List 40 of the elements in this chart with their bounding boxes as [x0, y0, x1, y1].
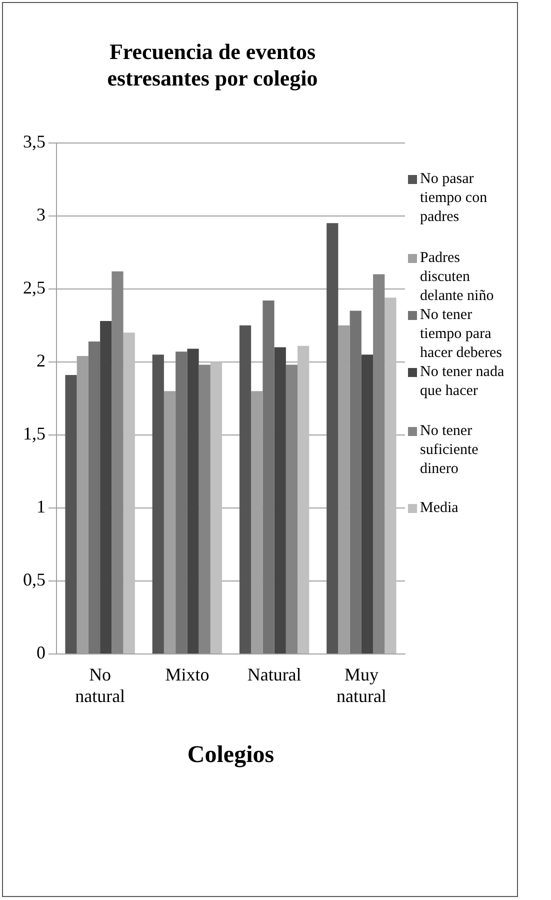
- bar: [187, 348, 199, 654]
- bar: [176, 352, 188, 654]
- bar: [350, 310, 362, 654]
- bar: [100, 320, 112, 654]
- bar: [298, 346, 310, 654]
- x-axis-title: Colegios: [187, 742, 274, 768]
- legend-label: No pasar tiempo con padres: [420, 170, 488, 227]
- y-tick-label: 0: [36, 642, 46, 663]
- legend-label: Padres discuten delante niño: [420, 249, 495, 306]
- y-tick-label: 2: [36, 350, 46, 371]
- legend-label: Media: [420, 499, 460, 518]
- x-tick-label: No natural: [75, 664, 126, 706]
- bar: [286, 364, 298, 654]
- chart-title: Frecuencia de eventos estresantes por colegio: [107, 38, 318, 90]
- bar: [210, 362, 222, 654]
- legend-label: No tener nada que hacer: [420, 363, 506, 401]
- y-tick-label: 2,5: [23, 278, 46, 298]
- legend-label: No tener suficiente dinero: [420, 422, 480, 479]
- legend-label: No tener tiempo para hacer deberes: [420, 306, 504, 363]
- bar: [88, 341, 100, 654]
- y-tick-label: 3,5: [23, 132, 46, 152]
- bar: [262, 300, 274, 654]
- bar: [361, 354, 374, 654]
- bar: [274, 347, 286, 654]
- y-tick-label: 1,5: [23, 424, 46, 444]
- x-tick-label: Mixto: [165, 664, 210, 685]
- y-tick-label: 3: [36, 204, 46, 225]
- bar: [152, 354, 164, 654]
- bar: [373, 274, 385, 654]
- bar: [326, 223, 338, 654]
- bar: [239, 325, 252, 654]
- y-tick-label: 0,5: [23, 570, 46, 590]
- x-tick-label: Natural: [247, 664, 302, 685]
- bar: [384, 298, 396, 654]
- bar: [198, 364, 210, 654]
- bar: [123, 332, 135, 654]
- bar: [65, 375, 77, 654]
- y-tick-label: 1: [36, 496, 46, 517]
- bar: [112, 271, 124, 654]
- x-tick-label: Muy natural: [336, 664, 386, 706]
